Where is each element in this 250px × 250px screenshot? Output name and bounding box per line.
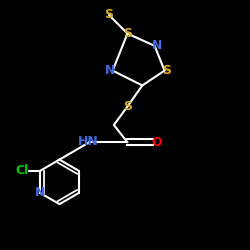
Text: N: N	[105, 64, 115, 77]
Text: N: N	[152, 40, 162, 52]
Text: S: S	[162, 64, 172, 77]
Text: S: S	[123, 100, 132, 113]
Text: O: O	[152, 136, 162, 149]
Text: Cl: Cl	[15, 164, 28, 177]
Text: S: S	[104, 8, 114, 22]
Text: HN: HN	[78, 134, 98, 147]
Text: N: N	[35, 186, 45, 200]
Text: S: S	[123, 27, 132, 40]
